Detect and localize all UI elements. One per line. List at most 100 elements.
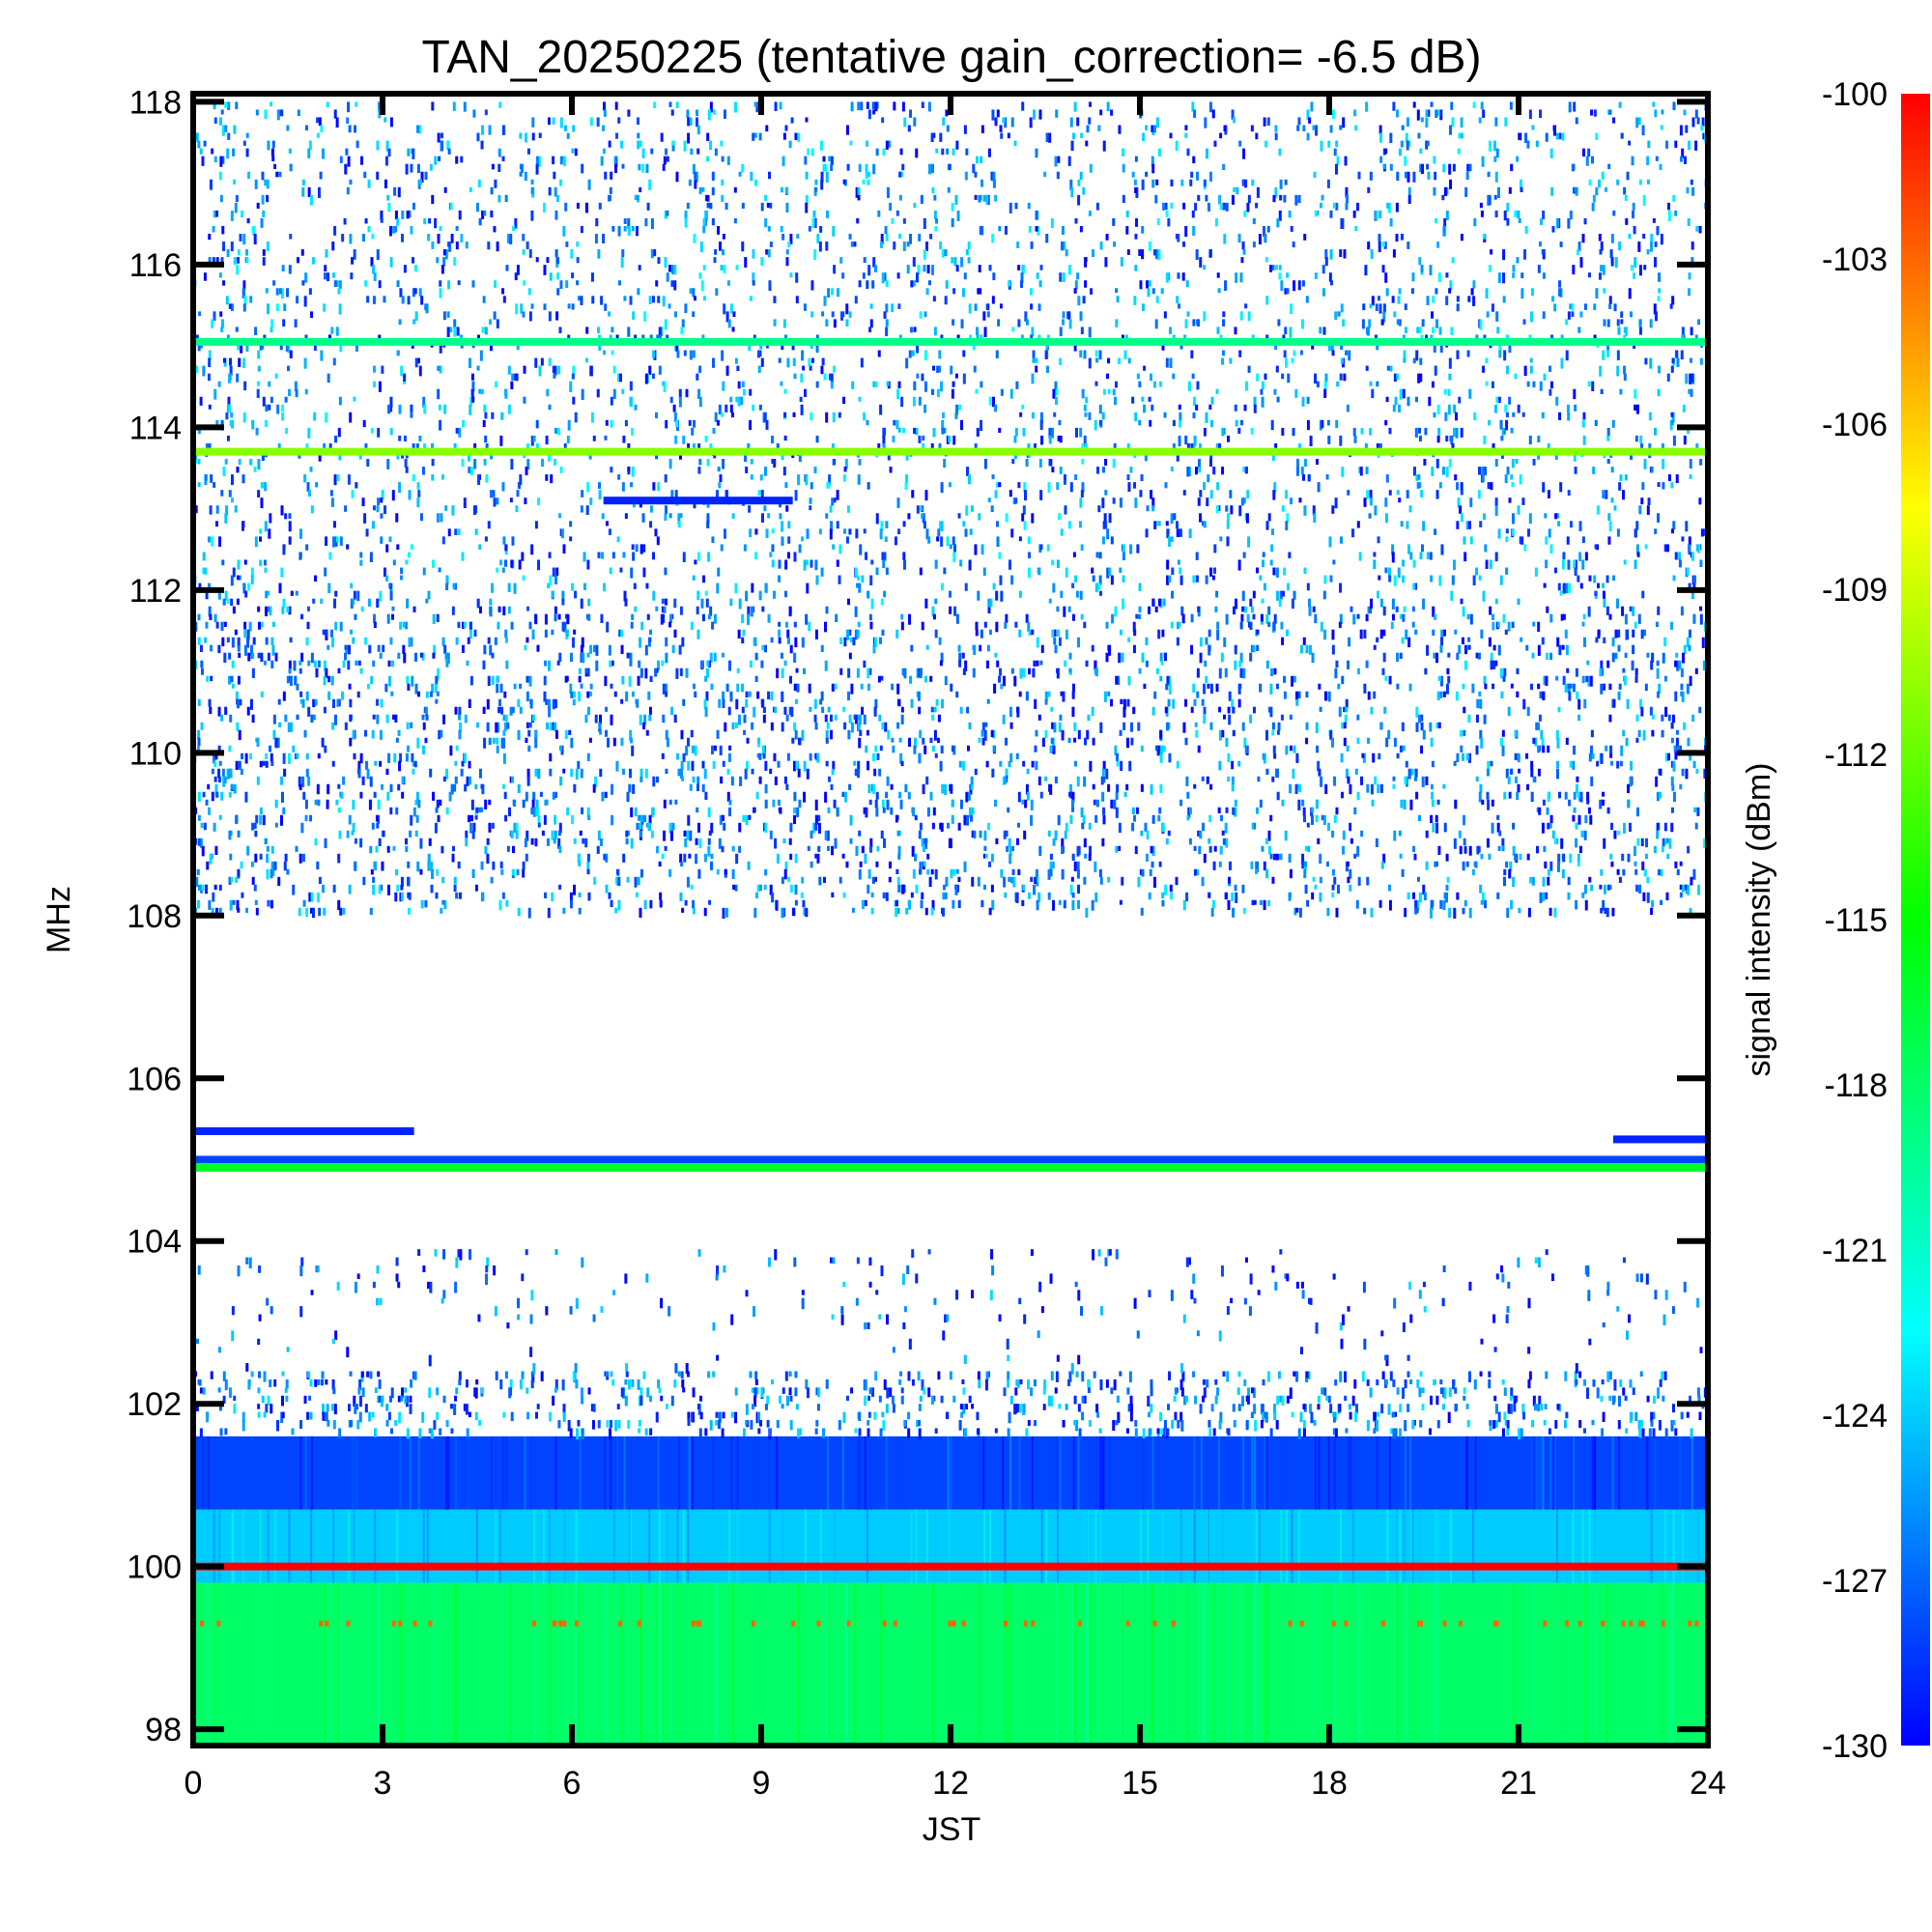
signal-speck [1403, 606, 1406, 612]
signal-speck [1324, 783, 1328, 794]
signal-speck [1132, 644, 1136, 654]
signal-speck [951, 745, 954, 753]
signal-speck [988, 861, 992, 867]
signal-speck [628, 783, 632, 793]
signal-speck [899, 1371, 903, 1377]
signal-speck [1278, 148, 1282, 156]
band-texture [879, 1582, 882, 1746]
signal-speck [549, 753, 553, 762]
signal-speck [728, 745, 732, 751]
signal-speck [257, 652, 261, 659]
signal-speck [1418, 1387, 1422, 1398]
signal-speck [996, 660, 1000, 668]
signal-speck [670, 706, 674, 716]
band-texture [578, 1582, 581, 1746]
signal-speck [1007, 807, 1010, 813]
signal-speck [1343, 722, 1347, 729]
signal-speck [1575, 1378, 1578, 1385]
signal-speck [1520, 637, 1523, 642]
signal-speck [918, 868, 922, 875]
signal-speck [372, 714, 376, 720]
signal-speck [560, 745, 564, 755]
signal-speck [1430, 1395, 1434, 1406]
signal-speck [1133, 629, 1137, 637]
signal-speck [421, 745, 425, 754]
signal-speck [1500, 691, 1504, 699]
signal-speck [1003, 1387, 1007, 1397]
signal-speck [454, 1281, 458, 1293]
signal-speck [1479, 698, 1483, 709]
signal-speck [202, 791, 206, 798]
band-texture [809, 1509, 811, 1583]
signal-speck [435, 892, 439, 899]
band-texture [834, 1509, 837, 1583]
signal-speck [1531, 125, 1535, 130]
signal-speck [757, 1411, 761, 1424]
signal-speck [341, 691, 345, 700]
signal-speck [626, 652, 630, 659]
signal-speck [236, 899, 240, 911]
signal-speck [1666, 853, 1670, 860]
signal-speck [758, 1420, 762, 1427]
signal-speck [1589, 675, 1593, 687]
signal-speck [1147, 1395, 1151, 1407]
signal-speck [468, 776, 471, 785]
signal-speck [393, 753, 397, 763]
signal-speck [1030, 799, 1034, 810]
signal-speck [634, 876, 638, 888]
band-texture [1056, 1582, 1059, 1746]
signal-speck [1205, 675, 1208, 684]
signal-speck [431, 868, 435, 879]
signal-speck [547, 907, 551, 919]
band-texture [989, 1509, 992, 1583]
signal-speck [931, 899, 935, 911]
signal-speck [522, 868, 526, 878]
signal-speck [1241, 606, 1245, 612]
signal-speck [1105, 1378, 1109, 1388]
signal-speck [1083, 1395, 1087, 1404]
signal-speck [909, 109, 913, 118]
signal-speck [592, 644, 596, 653]
signal-speck [1439, 1387, 1443, 1395]
signal-speck [355, 1404, 358, 1410]
signal-speck [1293, 907, 1297, 916]
signal-speck [1468, 1371, 1472, 1382]
signal-speck [917, 668, 921, 677]
signal-speck [1049, 861, 1053, 872]
signal-speck [1087, 1387, 1091, 1394]
signal-speck [1429, 1428, 1433, 1435]
signal-speck [1210, 907, 1214, 917]
signal-speck [330, 675, 334, 686]
signal-speck [1502, 613, 1506, 623]
signal-speck [1283, 675, 1287, 683]
signal-speck [333, 714, 337, 725]
signal-speck [1583, 1428, 1587, 1434]
signal-speck [600, 156, 604, 166]
signal-speck [1307, 1297, 1311, 1304]
signal-speck [865, 745, 868, 753]
signal-speck [912, 807, 916, 817]
signal-speck [595, 660, 599, 671]
band-texture [1265, 1582, 1268, 1746]
signal-speck [551, 830, 554, 840]
signal-speck [317, 753, 321, 759]
signal-speck [741, 163, 745, 173]
signal-speck [196, 868, 200, 876]
signal-speck [581, 1428, 584, 1440]
signal-speck [1071, 899, 1075, 911]
signal-speck [679, 892, 683, 901]
signal-speck [1442, 783, 1446, 789]
signal-speck [1565, 644, 1569, 656]
signal-speck [379, 760, 383, 767]
signal-speck [219, 1428, 223, 1436]
signal-speck [270, 760, 274, 766]
signal-speck [318, 876, 322, 885]
signal-speck [1503, 668, 1507, 677]
signal-speck [1242, 668, 1246, 679]
signal-speck [648, 637, 652, 642]
signal-speck [900, 714, 904, 724]
signal-speck [503, 691, 507, 698]
signal-speck [401, 1387, 405, 1398]
signal-speck [455, 745, 459, 752]
signal-speck [1652, 101, 1656, 107]
